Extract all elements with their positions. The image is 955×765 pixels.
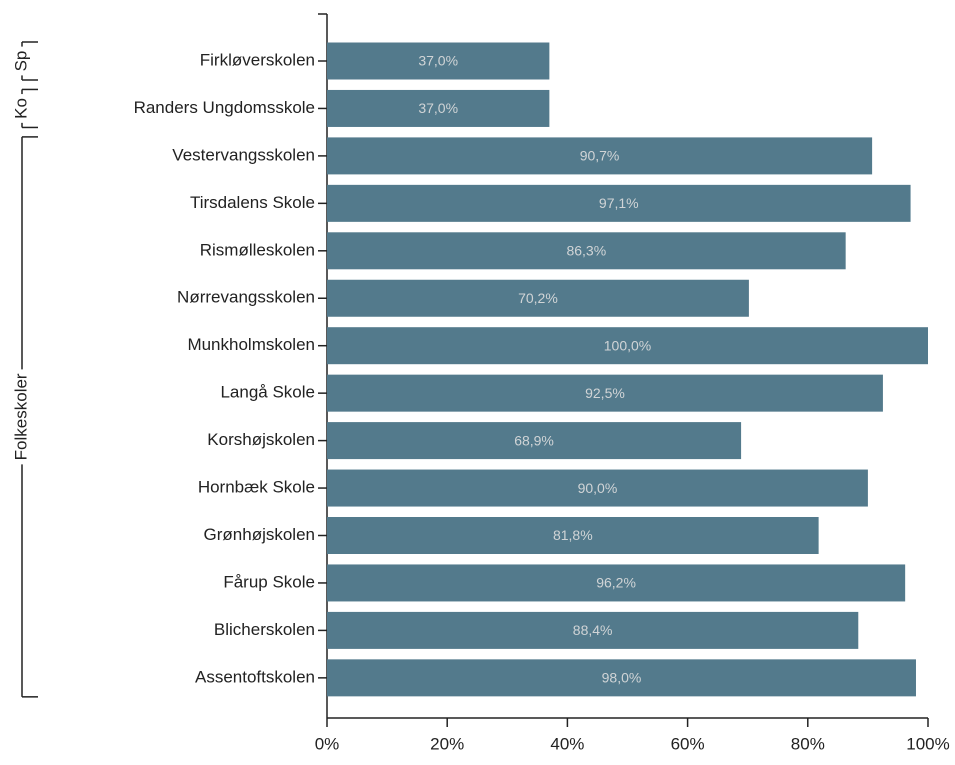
bar <box>327 422 742 460</box>
value-label: 90,7% <box>580 148 620 164</box>
bar <box>327 137 873 175</box>
value-label: 88,4% <box>573 622 613 638</box>
group-label: Folkeskoler <box>11 373 30 460</box>
y-tick-label: Grønhøjskolen <box>204 525 315 544</box>
value-label: 70,2% <box>518 290 558 306</box>
bar <box>327 564 906 602</box>
group-label: Ko <box>11 98 30 119</box>
x-tick-label: 0% <box>315 734 340 753</box>
value-label: 86,3% <box>566 243 606 259</box>
y-tick-label: Munkholmskolen <box>187 335 315 354</box>
bar <box>327 42 550 80</box>
value-label: 37,0% <box>418 100 458 116</box>
bar <box>327 327 928 365</box>
bar <box>327 611 859 649</box>
value-label: 81,8% <box>553 527 593 543</box>
value-label: 92,5% <box>585 385 625 401</box>
bar <box>327 659 916 697</box>
value-label: 100,0% <box>604 337 651 353</box>
y-tick-label: Hornbæk Skole <box>198 478 315 497</box>
y-tick-label: Rismølleskolen <box>200 240 315 259</box>
y-tick-label: Tirsdalens Skole <box>190 193 315 212</box>
bar <box>327 184 911 222</box>
value-label: 68,9% <box>514 432 554 448</box>
y-tick-label: Nørrevangsskolen <box>177 288 315 307</box>
bar <box>327 279 749 317</box>
value-label: 98,0% <box>602 670 642 686</box>
value-label: 97,1% <box>599 195 639 211</box>
y-tick-label: Randers Ungdomsskole <box>134 98 315 117</box>
x-tick-label: 60% <box>671 734 705 753</box>
x-tick-label: 80% <box>791 734 825 753</box>
value-label: 96,2% <box>596 575 636 591</box>
x-tick-label: 100% <box>906 734 949 753</box>
y-tick-label: Vestervangsskolen <box>172 145 315 164</box>
bar <box>327 232 846 270</box>
y-tick-label: Langå Skole <box>220 383 315 402</box>
y-tick-label: Firkløverskolen <box>200 50 315 69</box>
bar <box>327 469 868 507</box>
y-tick-label: Assentoftskolen <box>195 667 315 686</box>
y-tick-label: Korshøjskolen <box>207 430 315 449</box>
bar <box>327 517 819 554</box>
x-tick-label: 40% <box>550 734 584 753</box>
bar <box>327 374 883 412</box>
bar <box>327 89 550 127</box>
group-label: Sp <box>11 51 30 72</box>
y-tick-label: Fårup Skole <box>223 572 315 591</box>
value-label: 90,0% <box>578 480 618 496</box>
y-tick-label: Blicherskolen <box>214 620 315 639</box>
x-tick-label: 20% <box>430 734 464 753</box>
value-label: 37,0% <box>418 53 458 69</box>
